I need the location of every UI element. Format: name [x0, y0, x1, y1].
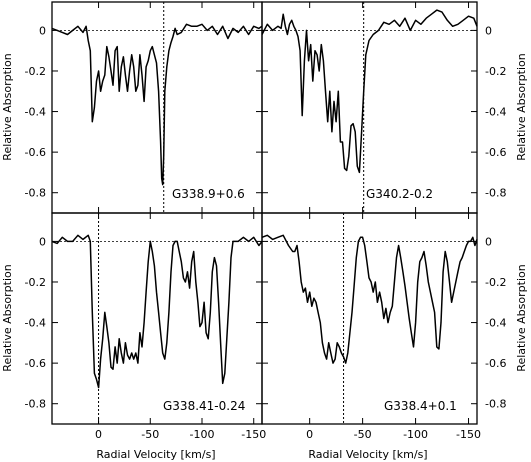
panel-label: G340.2-0.2	[366, 187, 433, 201]
y-tick-label: -0.2	[25, 276, 46, 289]
absorption-series-line	[51, 23, 263, 186]
y-tick-label: -0.4	[485, 106, 506, 119]
y-axis-label-left-bottom: Relative Absorption	[1, 264, 14, 371]
y-axis-label-right-bottom: Relative Absorption	[515, 264, 528, 371]
x-axis-label-right: Radial Velocity [km/s]	[308, 448, 427, 461]
absorption-series-line	[51, 234, 263, 389]
y-axis-label-right-top: Relative Absorption	[515, 53, 528, 160]
y-tick-label: -0.4	[25, 317, 46, 330]
y-tick-label: -0.8	[485, 187, 506, 200]
y-tick-label: -0.4	[485, 317, 506, 330]
y-tick-label: 0	[39, 24, 46, 37]
panel-top-left: 0 -0.2 -0.4 -0.6 -0.8 G338.9+0.6	[25, 1, 263, 214]
panel-label: G338.41-0.24	[163, 399, 245, 413]
panel-frame	[261, 212, 478, 425]
y-tick-label: -0.6	[25, 146, 46, 159]
y-tick-label: -0.2	[485, 276, 506, 289]
y-tick-label: -0.6	[25, 357, 46, 370]
panel-bottom-left: 0 -0.2 -0.4 -0.6 -0.8 0 -50 -100 -150 G338.41-0.…	[25, 212, 266, 441]
y-axis-label-left-top: Relative Absorption	[1, 53, 14, 160]
absorption-series-line	[261, 9, 478, 174]
x-tick-label: 0	[95, 428, 102, 441]
y-tick-label: 0	[39, 235, 46, 248]
panel-label: G338.9+0.6	[172, 187, 245, 201]
x-axis-label-left: Radial Velocity [km/s]	[96, 448, 215, 461]
panel-plot: 0 -0.2 -0.4 -0.6 -0.8 0 -50 -100 -150	[25, 212, 266, 441]
y-tick-label: -0.4	[25, 106, 46, 119]
panel-frame	[51, 212, 263, 425]
panel-top-right: 0 -0.2 -0.4 -0.6 -0.8 G340.2-0.2	[261, 1, 506, 214]
x-tick-label: -100	[403, 428, 428, 441]
y-tick-label: -0.6	[485, 357, 506, 370]
y-tick-label: -0.2	[25, 65, 46, 78]
y-tick-label: 0	[485, 235, 492, 248]
y-tick-label: -0.8	[25, 187, 46, 200]
x-tick-label: 0	[306, 428, 313, 441]
panel-frame	[261, 1, 478, 214]
y-tick-label: -0.6	[485, 146, 506, 159]
x-tick-label: -50	[354, 428, 372, 441]
x-tick-label: -50	[141, 428, 159, 441]
absorption-series-line	[261, 234, 478, 364]
panel-bottom-right: 0 -0.2 -0.4 -0.6 -0.8 0 -50 -100 -150 G338.4+0.1	[261, 212, 506, 441]
panel-plot: 0 -0.2 -0.4 -0.6 -0.8	[261, 1, 506, 214]
x-tick-label: -150	[241, 428, 266, 441]
y-tick-label: -0.8	[25, 398, 46, 411]
y-tick-label: -0.2	[485, 65, 506, 78]
axis-titles: Relative Absorption Relative Absorption …	[1, 53, 528, 461]
y-tick-label: 0	[485, 24, 492, 37]
x-tick-label: -150	[456, 428, 481, 441]
panel-plot: 0 -0.2 -0.4 -0.6 -0.8 0 -50 -100 -150	[261, 212, 506, 441]
x-tick-label: -100	[190, 428, 215, 441]
panel-plot: 0 -0.2 -0.4 -0.6 -0.8	[25, 1, 263, 214]
y-tick-label: -0.8	[485, 398, 506, 411]
panel-label: G338.4+0.1	[384, 399, 457, 413]
